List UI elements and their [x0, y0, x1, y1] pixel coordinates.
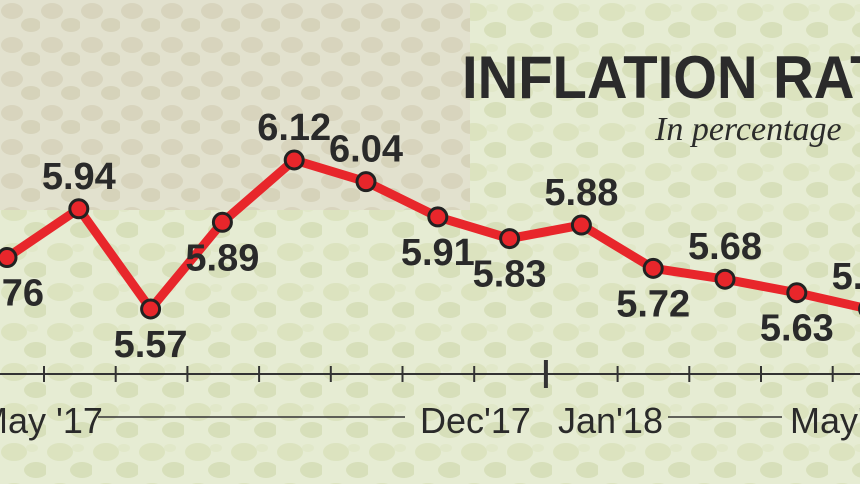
data-point [570, 214, 592, 236]
data-label: 5.83 [473, 254, 547, 296]
data-point [786, 282, 808, 304]
data-label: 5.94 [42, 156, 116, 198]
data-point [68, 198, 90, 220]
data-point [140, 298, 162, 320]
data-point [499, 228, 521, 250]
data-label: 5.76 [0, 273, 44, 315]
data-label: 5.91 [401, 232, 475, 274]
x-axis: May '17 Dec'17 Jan'18 May'18 [0, 360, 860, 441]
data-label: 6.04 [329, 129, 403, 171]
data-label: 5.57 [832, 256, 860, 298]
data-point [642, 257, 664, 279]
inflation-line [4, 154, 860, 317]
data-point [0, 247, 18, 269]
period-label: May '17 [0, 400, 103, 441]
period-label: May'18 [790, 400, 860, 441]
data-label: 5.57 [114, 324, 188, 366]
chart-subtitle: In percentage [654, 111, 842, 148]
period-label: Dec'17 [420, 400, 531, 441]
data-point [427, 206, 449, 228]
data-labels: 5.76 5.94 5.57 5.89 6.126.04 5.915.83 5.88 5.72… [0, 107, 860, 366]
data-label: 5.72 [616, 283, 690, 325]
data-point [714, 268, 736, 290]
series-line [4, 154, 860, 317]
data-label: 5.88 [544, 172, 618, 214]
data-label: 5.63 [760, 308, 834, 350]
data-label: 6.12 [257, 107, 331, 149]
data-label: 5.68 [688, 226, 762, 268]
period-label: Jan'18 [558, 400, 663, 441]
data-point [211, 211, 233, 233]
data-point [283, 149, 305, 171]
chart-title: INFLATION RATE [462, 44, 860, 111]
data-point [355, 171, 377, 193]
data-label: 5.89 [185, 237, 259, 279]
